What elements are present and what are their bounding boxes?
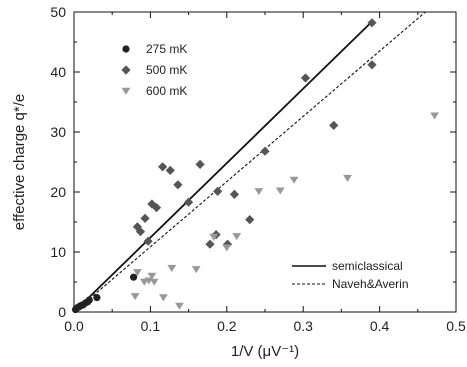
point-triangle-down — [158, 294, 168, 302]
point-triangle-down — [130, 293, 140, 301]
line-legend: semiclassical Naveh&Averin — [292, 259, 409, 291]
legend-marker-diamond — [121, 65, 131, 75]
legend-marker-triangle-down — [121, 87, 131, 95]
point-diamond — [158, 162, 168, 172]
x-axis-ticks: 0.0 0.1 0.2 0.3 0.4 0.5 — [64, 12, 466, 334]
x-tick-label: 0.3 — [293, 318, 313, 334]
plot-area: 0.0 0.1 0.2 0.3 0.4 0.5 0 10 20 30 40 50 — [50, 4, 466, 334]
point-diamond — [245, 215, 255, 225]
x-tick-label: 0.1 — [141, 318, 161, 334]
y-tick-label: 20 — [50, 184, 66, 200]
y-axis-ticks: 0 10 20 30 40 50 — [50, 4, 456, 320]
y-tick-label: 50 — [50, 4, 66, 20]
y-tick-label: 10 — [50, 244, 66, 260]
point-diamond — [151, 203, 162, 213]
point-triangle-down — [343, 174, 352, 182]
point-diamond — [213, 186, 223, 196]
point-triangle-down — [167, 264, 177, 272]
point-circle — [85, 296, 93, 304]
point-triangle-down — [430, 112, 440, 120]
point-diamond — [329, 120, 339, 130]
point-triangle-down — [147, 272, 157, 280]
point-triangle-down — [175, 302, 184, 310]
point-diamond — [173, 180, 183, 190]
legend-line-label: semiclassical — [332, 259, 403, 273]
point-diamond — [184, 197, 194, 207]
x-tick-label: 0.5 — [446, 318, 466, 334]
point-triangle-down — [133, 269, 142, 277]
point-diamond — [260, 146, 270, 156]
point-triangle-down — [232, 233, 242, 241]
y-tick-label: 0 — [58, 304, 66, 320]
reference-lines — [73, 11, 426, 313]
point-triangle-down — [209, 233, 219, 241]
x-axis-label: 1/V (μV⁻¹) — [231, 343, 299, 360]
point-diamond — [195, 159, 205, 169]
point-diamond — [205, 239, 215, 249]
y-tick-label: 40 — [50, 64, 66, 80]
data-points — [71, 18, 440, 314]
point-triangle-down — [149, 278, 159, 286]
y-tick-label: 30 — [50, 124, 66, 140]
point-circle — [93, 294, 101, 302]
point-triangle-down — [222, 244, 232, 252]
x-tick-label: 0.4 — [370, 318, 390, 334]
point-diamond — [300, 73, 311, 83]
x-tick-label: 0.0 — [64, 318, 84, 334]
y-axis-label: effective charge q*/e — [11, 94, 28, 230]
semiclassical-fit-line — [73, 20, 373, 313]
point-triangle-down — [254, 188, 264, 196]
point-diamond — [367, 18, 377, 28]
point-diamond — [367, 60, 377, 70]
legend-label: 600 mK — [146, 84, 187, 98]
series-legend: 275 mK 500 mK 600 mK — [121, 42, 187, 98]
x-tick-label: 0.2 — [217, 318, 237, 334]
naveh-averin-fit-line — [73, 11, 426, 313]
legend-label: 500 mK — [146, 63, 187, 77]
point-diamond — [143, 236, 153, 246]
point-diamond — [140, 213, 150, 223]
point-circle — [129, 273, 138, 281]
legend-marker-circle — [122, 45, 130, 53]
point-diamond — [229, 189, 240, 199]
point-triangle-down — [191, 266, 201, 274]
point-triangle-down — [275, 187, 285, 195]
point-triangle-down — [289, 176, 299, 184]
legend-label: 275 mK — [146, 42, 187, 56]
point-diamond — [135, 227, 146, 237]
point-diamond — [165, 165, 175, 175]
legend-line-label: Naveh&Averin — [332, 277, 409, 291]
